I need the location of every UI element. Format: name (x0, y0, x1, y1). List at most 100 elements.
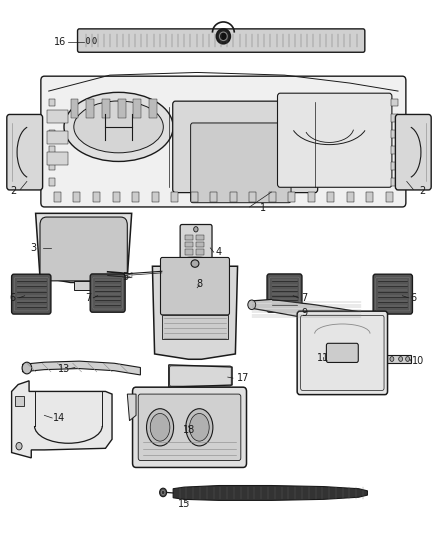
Polygon shape (12, 381, 112, 458)
Text: 8: 8 (196, 279, 202, 289)
Ellipse shape (164, 268, 169, 274)
Text: 15: 15 (178, 498, 190, 508)
Bar (152, 192, 159, 201)
Bar (392, 163, 398, 169)
FancyBboxPatch shape (278, 93, 392, 187)
Text: 13: 13 (58, 364, 70, 374)
Text: 16: 16 (53, 37, 66, 47)
Bar (49, 115, 55, 122)
Bar (162, 316, 228, 340)
Text: 3: 3 (30, 243, 36, 253)
Text: 10: 10 (412, 356, 424, 366)
Bar (327, 192, 334, 201)
Text: 4: 4 (216, 247, 222, 257)
FancyBboxPatch shape (90, 274, 125, 312)
Text: 7: 7 (301, 293, 307, 303)
Bar (132, 192, 139, 201)
Polygon shape (250, 300, 363, 320)
Bar (46, 131, 68, 144)
Bar (49, 147, 55, 154)
Polygon shape (152, 266, 237, 359)
Ellipse shape (161, 490, 165, 495)
Ellipse shape (93, 37, 96, 44)
Bar (118, 99, 126, 118)
FancyBboxPatch shape (180, 224, 212, 263)
Ellipse shape (190, 414, 209, 441)
Ellipse shape (22, 362, 32, 374)
Bar (46, 110, 68, 123)
Bar (49, 178, 55, 185)
Ellipse shape (248, 300, 256, 310)
Bar (308, 192, 314, 201)
FancyBboxPatch shape (41, 76, 406, 207)
Text: 11: 11 (317, 353, 329, 363)
Bar (185, 235, 193, 240)
Ellipse shape (150, 414, 170, 441)
Ellipse shape (399, 357, 403, 361)
Bar (185, 242, 193, 247)
FancyBboxPatch shape (373, 274, 413, 314)
Bar (196, 249, 204, 255)
Bar (93, 192, 100, 201)
Ellipse shape (390, 357, 394, 361)
Bar (54, 192, 61, 201)
Bar (392, 147, 398, 154)
FancyBboxPatch shape (78, 29, 365, 52)
Text: 2: 2 (419, 186, 425, 196)
Text: 5: 5 (122, 272, 128, 282)
Bar (230, 192, 237, 201)
Text: 18: 18 (183, 425, 195, 435)
Bar (210, 192, 217, 201)
FancyBboxPatch shape (191, 123, 291, 203)
Ellipse shape (406, 357, 410, 361)
Bar (288, 192, 295, 201)
Ellipse shape (194, 227, 198, 232)
Bar (191, 192, 198, 201)
FancyBboxPatch shape (160, 257, 230, 315)
FancyBboxPatch shape (297, 311, 388, 394)
Ellipse shape (64, 92, 173, 161)
Ellipse shape (216, 29, 230, 44)
Bar (102, 99, 110, 118)
Bar (86, 99, 94, 118)
Bar (49, 163, 55, 169)
Bar (268, 192, 276, 201)
Text: 6: 6 (10, 293, 15, 303)
Bar (392, 178, 398, 185)
Bar (249, 192, 256, 201)
Bar (14, 396, 24, 406)
FancyBboxPatch shape (7, 115, 42, 190)
Bar (196, 235, 204, 240)
Bar (366, 192, 373, 201)
Bar (196, 242, 204, 247)
Bar (74, 192, 81, 201)
Ellipse shape (186, 409, 213, 446)
Text: 9: 9 (301, 308, 307, 318)
FancyBboxPatch shape (267, 274, 302, 312)
Ellipse shape (219, 32, 227, 41)
Bar (134, 99, 141, 118)
Ellipse shape (147, 409, 173, 446)
Bar (185, 249, 193, 255)
Text: 7: 7 (85, 293, 91, 303)
Text: 1: 1 (260, 203, 266, 213)
Polygon shape (169, 365, 232, 387)
Polygon shape (173, 486, 367, 500)
Ellipse shape (159, 488, 166, 497)
Ellipse shape (74, 101, 163, 153)
Polygon shape (127, 394, 136, 421)
Bar (49, 131, 55, 138)
Bar (392, 115, 398, 122)
Bar (392, 99, 398, 106)
Bar (49, 99, 55, 106)
FancyBboxPatch shape (40, 217, 127, 281)
Bar (171, 192, 178, 201)
FancyBboxPatch shape (173, 101, 318, 192)
Bar (113, 192, 120, 201)
Bar (392, 131, 398, 138)
Ellipse shape (162, 265, 171, 277)
Bar (46, 152, 68, 165)
Bar (71, 99, 78, 118)
FancyBboxPatch shape (138, 394, 241, 461)
FancyBboxPatch shape (326, 343, 358, 362)
